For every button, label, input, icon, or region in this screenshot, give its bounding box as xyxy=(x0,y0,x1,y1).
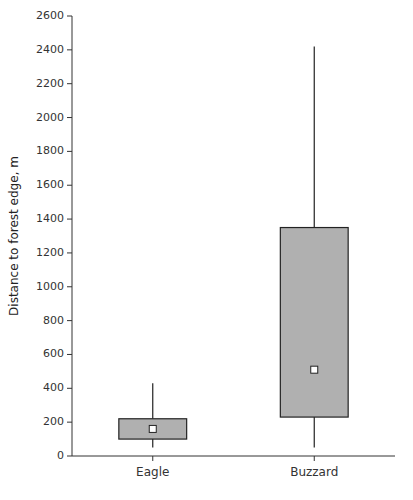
y-tick-label: 2000 xyxy=(36,111,64,124)
y-tick xyxy=(67,286,72,287)
whisker-high xyxy=(152,383,153,419)
y-tick-label: 200 xyxy=(43,415,64,428)
y-tick xyxy=(67,49,72,50)
y-tick-label: 1600 xyxy=(36,178,64,191)
y-tick xyxy=(67,354,72,355)
y-tick-label: 2200 xyxy=(36,77,64,90)
y-tick xyxy=(67,252,72,253)
whisker-low xyxy=(152,439,153,447)
y-axis-label: Distance to forest edge, m xyxy=(7,156,21,316)
boxes xyxy=(119,46,348,447)
y-tick xyxy=(67,422,72,423)
y-tick xyxy=(67,117,72,118)
y-tick-label: 1800 xyxy=(36,144,64,157)
y-tick xyxy=(67,151,72,152)
y-tick xyxy=(67,456,72,457)
y-tick xyxy=(67,16,72,17)
x-axis-line xyxy=(72,456,395,457)
x-tick-label: Eagle xyxy=(136,465,169,479)
y-tick-label: 1000 xyxy=(36,280,64,293)
x-tick xyxy=(152,456,153,461)
median-marker xyxy=(311,366,318,373)
y-tick-label: 400 xyxy=(43,381,64,394)
y-tick-label: 600 xyxy=(43,347,64,360)
whisker-high xyxy=(314,46,315,227)
y-tick-label: 800 xyxy=(43,314,64,327)
y-tick-label: 2400 xyxy=(36,43,64,56)
whisker-low xyxy=(314,417,315,447)
y-tick xyxy=(67,388,72,389)
y-tick-label: 1400 xyxy=(36,212,64,225)
x-tick xyxy=(314,456,315,461)
y-axis-line xyxy=(72,16,73,456)
y-tick-label: 2600 xyxy=(36,9,64,22)
y-tick-label: 1200 xyxy=(36,246,64,259)
box xyxy=(119,419,187,439)
y-tick xyxy=(67,219,72,220)
y-tick xyxy=(67,320,72,321)
y-tick-label: 0 xyxy=(57,449,64,462)
median-marker xyxy=(149,425,156,432)
box xyxy=(280,228,348,418)
x-tick-label: Buzzard xyxy=(290,465,338,479)
chart: 0 200 400 600 800 1000 1200 1400 1600 1800 2000 220… xyxy=(0,0,413,500)
y-tick xyxy=(67,83,72,84)
y-tick xyxy=(67,185,72,186)
